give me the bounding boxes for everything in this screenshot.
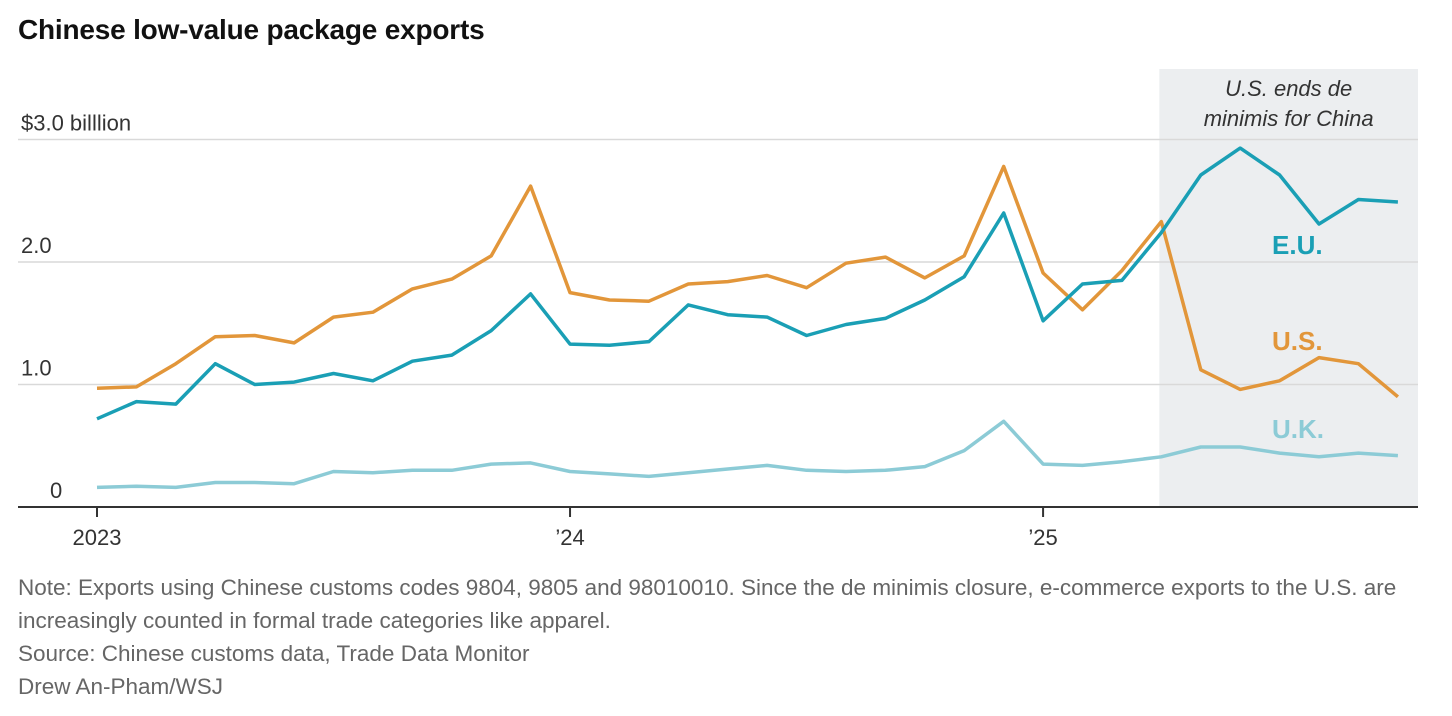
axes: 2023 ’24 ’25	[18, 506, 1418, 550]
y-tick-label: 0	[50, 478, 62, 503]
y-tick-label: $3.0 billlion	[21, 111, 131, 136]
series-line-us	[96, 164, 1400, 399]
series-line-uk	[96, 419, 1399, 490]
series-lines	[96, 146, 1400, 490]
series-labels: E.U. U.S. U.K.	[1272, 230, 1324, 444]
series-line-eu	[96, 146, 1399, 421]
note-text: Note: Exports using Chinese customs code…	[18, 575, 1397, 633]
line-chart: U.S. ends de minimis for China 0 1.0 2.0 $3.…	[18, 69, 1418, 550]
series-label-us: U.S.	[1272, 326, 1323, 356]
x-tick-label: ’24	[555, 525, 584, 550]
chart-notes: Note: Exports using Chinese customs code…	[18, 571, 1438, 703]
gridlines: 0 1.0 2.0 $3.0 billlion	[18, 111, 1418, 503]
x-tick-label: ’25	[1028, 525, 1057, 550]
source-text: Source: Chinese customs data, Trade Data…	[18, 641, 530, 666]
credit-text: Drew An-Pham/WSJ	[18, 674, 224, 699]
shade-label-line1: U.S. ends de	[1225, 76, 1352, 101]
y-tick-label: 2.0	[21, 233, 52, 258]
series-label-eu: E.U.	[1272, 230, 1323, 260]
y-tick-label: 1.0	[21, 356, 52, 381]
shaded-period: U.S. ends de minimis for China	[1159, 69, 1418, 507]
chart-title: Chinese low-value package exports	[18, 14, 485, 45]
x-tick-label: 2023	[73, 525, 122, 550]
series-label-uk: U.K.	[1272, 414, 1324, 444]
shade-label-line2: minimis for China	[1204, 106, 1374, 131]
shade-rect	[1159, 69, 1418, 507]
